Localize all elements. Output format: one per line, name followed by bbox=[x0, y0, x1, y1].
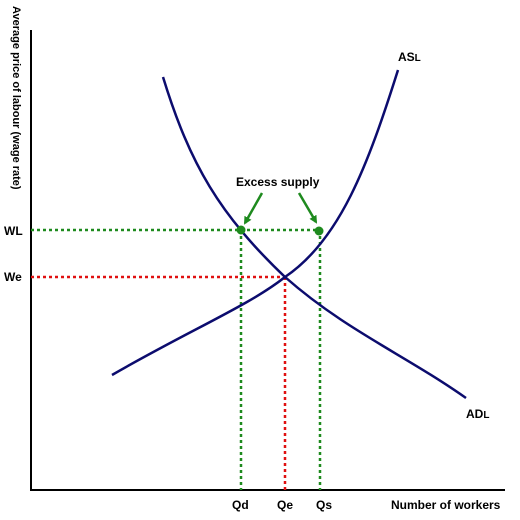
excess-supply-label: Excess supply bbox=[236, 175, 320, 189]
supply-curve-label: ASL bbox=[398, 50, 421, 64]
qs-point bbox=[314, 226, 324, 236]
qd-point bbox=[236, 225, 246, 235]
supply-curve-label-main: AS bbox=[398, 50, 415, 64]
we-tick-label: We bbox=[4, 270, 22, 284]
demand-curve bbox=[161, 76, 467, 400]
wl-tick-label: WL bbox=[4, 224, 23, 238]
excess-supply-arrow-right bbox=[297, 192, 318, 224]
supply-curve bbox=[111, 69, 400, 377]
supply-curve-label-sub: L bbox=[415, 53, 421, 64]
qe-tick-label: Qe bbox=[277, 498, 293, 512]
qs-tick-label: Qs bbox=[316, 498, 332, 512]
excess-supply-arrow-left bbox=[243, 192, 264, 225]
x-axis-title: Number of workers bbox=[391, 498, 501, 512]
demand-curve-label-main: AD bbox=[466, 407, 484, 421]
demand-curve-label: ADL bbox=[466, 407, 489, 421]
demand-curve-label-sub: L bbox=[483, 410, 489, 421]
qd-tick-label: Qd bbox=[232, 498, 249, 512]
y-axis-title: Average price of labour (wage rate) bbox=[10, 6, 22, 190]
